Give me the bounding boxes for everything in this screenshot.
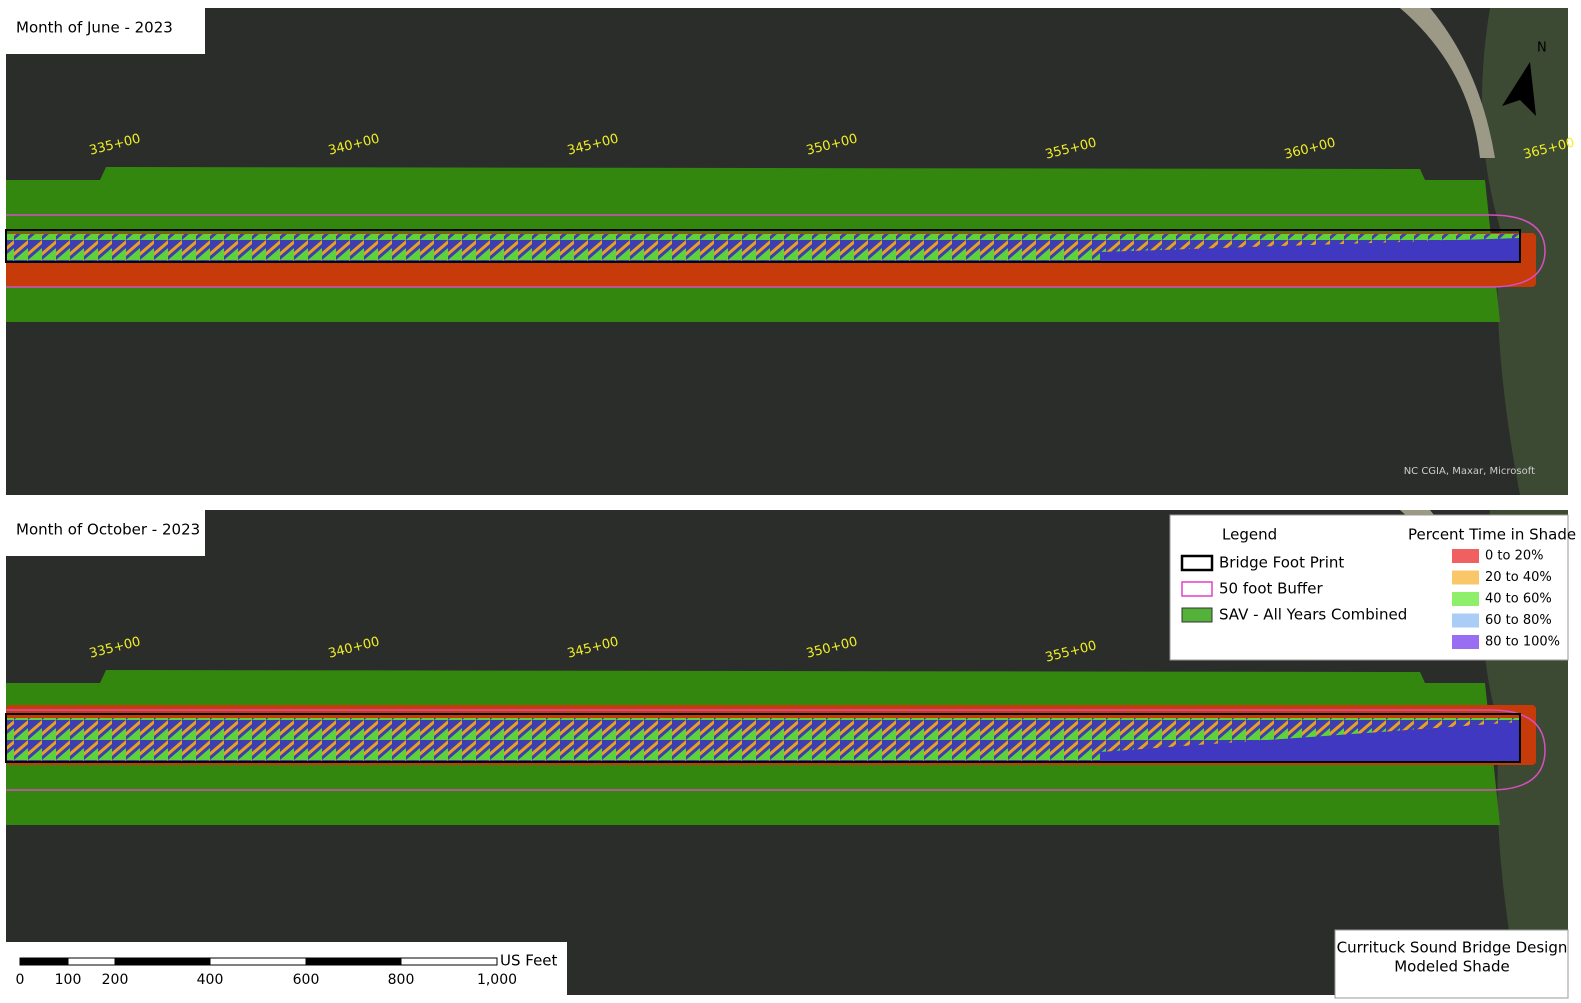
legend-item: 20 to 40% <box>1485 570 1552 585</box>
scale-tick: 0 <box>16 972 25 988</box>
scale-tick: 100 <box>55 972 82 988</box>
legend-shade-title: Percent Time in Shade <box>1408 526 1576 544</box>
legend-swatch <box>1452 571 1479 585</box>
legend-item: 80 to 100% <box>1485 635 1560 650</box>
scale-segment <box>68 958 115 965</box>
legend-item: SAV - All Years Combined <box>1219 606 1407 624</box>
scale-box <box>6 942 567 998</box>
map-title: Currituck Sound Bridge Design <box>1337 939 1568 957</box>
legend-swatch <box>1452 592 1479 606</box>
page: Month of June - 2023335+00340+00345+0035… <box>0 0 1581 1003</box>
scale-segment <box>115 958 210 965</box>
legend-swatch <box>1452 549 1479 563</box>
legend-item: 60 to 80% <box>1485 613 1552 628</box>
scale-tick: 1,000 <box>477 972 517 988</box>
legend-title: Legend <box>1222 526 1277 544</box>
scale-unit: US Feet <box>500 952 558 970</box>
attribution: NC CGIA, Maxar, Microsoft <box>1404 466 1535 477</box>
scale-tick: 800 <box>388 972 415 988</box>
scale-segment <box>401 958 497 965</box>
legend-item: 0 to 20% <box>1485 549 1543 564</box>
scale-segment <box>306 958 401 965</box>
legend-item: Bridge Foot Print <box>1219 554 1344 572</box>
panel-title: Month of June - 2023 <box>16 19 173 37</box>
map-title: Modeled Shade <box>1394 958 1510 976</box>
scale-segment <box>20 958 68 965</box>
legend-item: 50 foot Buffer <box>1219 580 1324 598</box>
legend-swatch <box>1182 608 1212 622</box>
scale-tick: 400 <box>197 972 224 988</box>
legend-item: 40 to 60% <box>1485 592 1552 607</box>
map-layout: Month of June - 2023335+00340+00345+0035… <box>0 0 1581 1003</box>
north-label: N <box>1537 41 1547 56</box>
legend-swatch <box>1452 635 1479 649</box>
legend-swatch <box>1452 614 1479 628</box>
scale-tick: 600 <box>293 972 320 988</box>
scale-tick: 200 <box>102 972 129 988</box>
scale-segment <box>210 958 306 965</box>
panel-title: Month of October - 2023 <box>16 521 200 539</box>
